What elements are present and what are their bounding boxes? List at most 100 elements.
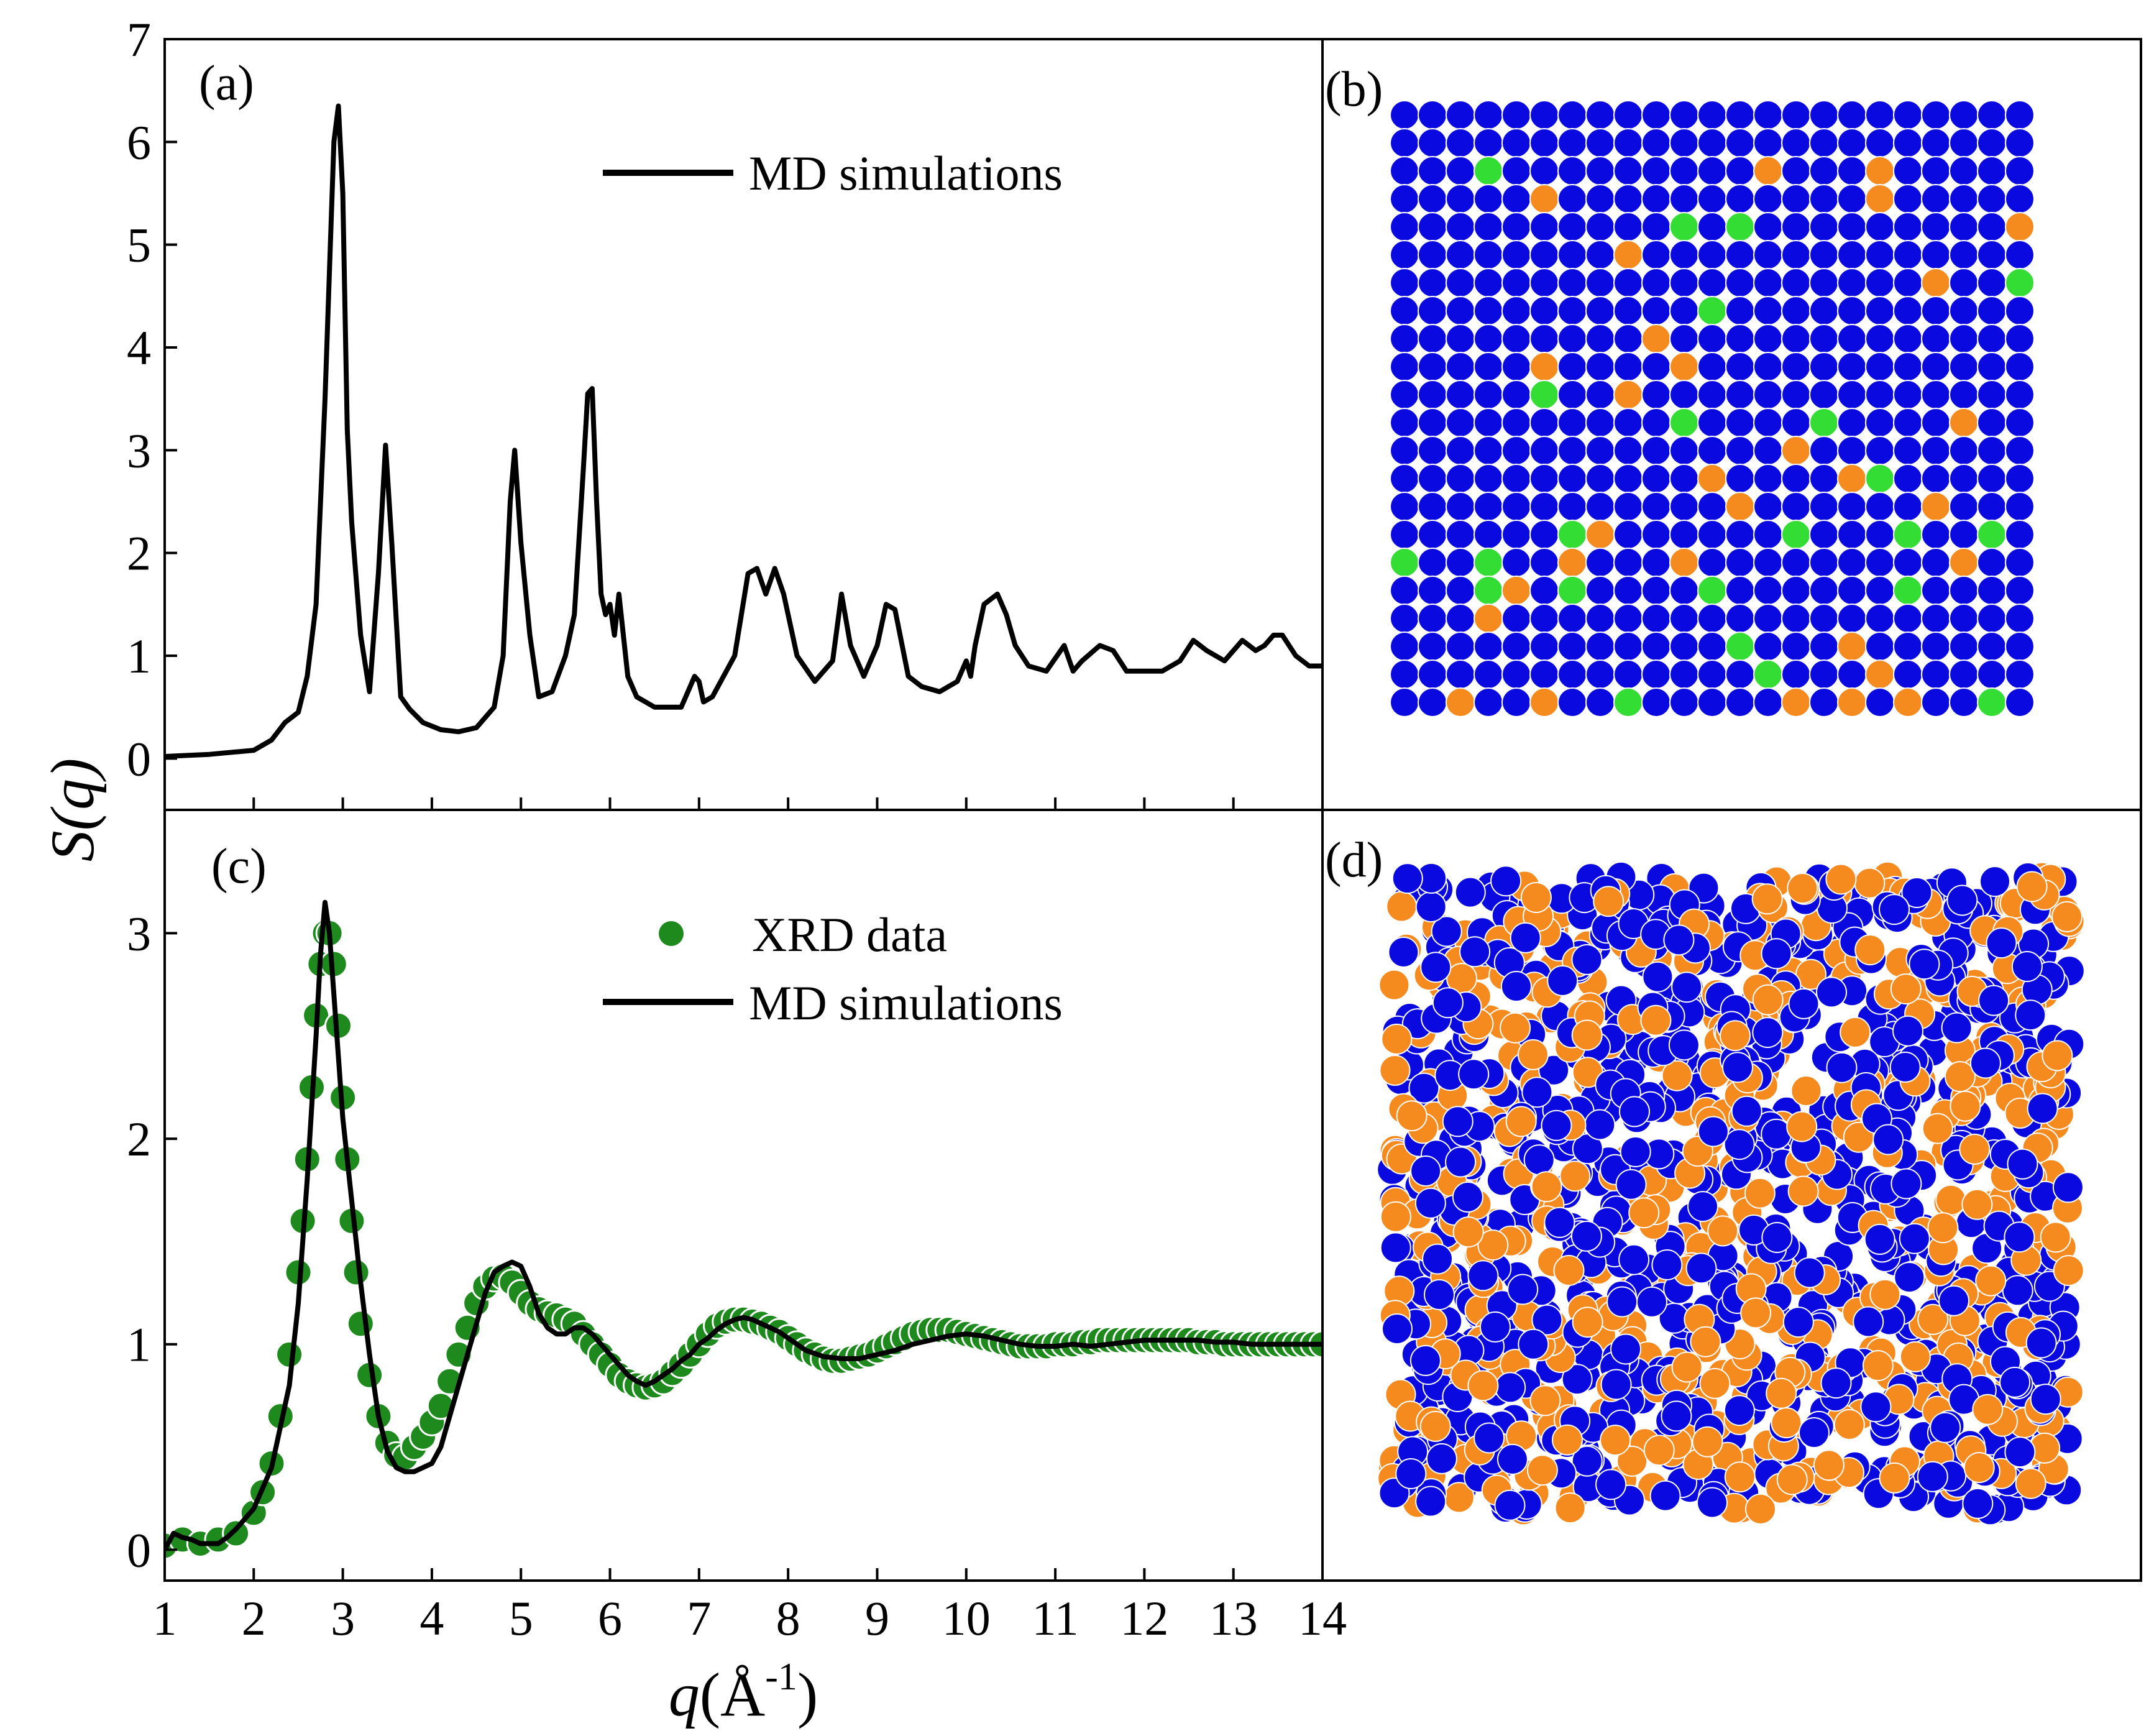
atom-b [1669,408,1699,438]
atom-d [1692,1426,1723,1458]
atom-d [1382,1313,1413,1344]
atom-d [1853,1306,1884,1338]
atom-b [1529,631,1559,661]
atom-d [1620,1136,1651,1167]
atom-b [1725,100,1755,130]
y-tick-label-c: 3 [127,906,151,960]
atom-b [1641,492,1671,521]
atom-d [1999,1366,2031,1398]
atom-b [1585,240,1615,270]
atom-b [1669,548,1699,577]
atom-d [1523,1144,1555,1176]
atom-b [1529,100,1559,130]
atom-b [1669,436,1699,466]
atom-b [1865,352,1895,382]
atom-b [1921,576,1951,605]
atom-b [1949,492,1979,521]
atom-b [1473,576,1503,605]
atom-b [1418,464,1447,494]
atom-d [1649,1480,1681,1512]
atom-d [1610,1333,1641,1365]
atom-d [1553,1255,1585,1286]
atom-d [1507,1274,1539,1305]
atom-b [1669,464,1699,494]
atom-b [1473,659,1503,689]
atom-d [1979,866,2010,898]
atom-b [1529,352,1559,382]
x-tick-label: 1 [153,1591,177,1645]
atom-b [1473,324,1503,354]
atom-b [1977,380,2007,410]
atom-b [1753,296,1783,326]
atom-d [1697,1116,1729,1147]
x-tick-label: 9 [865,1591,889,1645]
atom-b [1473,464,1503,494]
atom-d [1864,1223,1895,1255]
atom-b [1921,408,1951,438]
atom-d [1636,1286,1667,1318]
atom-b [1837,408,1867,438]
atom-b [1473,604,1503,633]
atom-b [1893,548,1923,577]
atom-d [1505,1106,1537,1137]
atom-d [1787,1175,1819,1207]
atom-b [1725,352,1755,382]
atom-b [1557,240,1587,270]
atom-b [1753,464,1783,494]
atom-b [1669,128,1699,158]
atom-d [1685,1252,1717,1284]
atom-b [1977,184,2007,214]
atom-b [1613,296,1643,326]
atom-d [1409,1344,1441,1376]
atom-d [1668,1029,1700,1061]
atom-b [1781,576,1811,605]
atom-b [1865,324,1895,354]
atom-d [1415,891,1447,922]
atom-d [1972,1394,2004,1425]
atom-b [1585,576,1615,605]
atom-d [1661,1400,1692,1432]
atom-b [1585,268,1615,298]
atom-b [1418,631,1447,661]
atom-d [1388,936,1419,968]
atom-b [1529,548,1559,577]
atom-d [1752,984,1784,1016]
atom-b [1865,492,1895,521]
atom-b [1753,548,1783,577]
atom-b [1753,268,1783,298]
x-tick-label: 7 [687,1591,711,1645]
atom-b [1697,212,1727,242]
atom-b [1837,604,1867,633]
atom-b [1641,520,1671,549]
atom-d [2053,1255,2084,1287]
atom-d [1890,1168,1922,1200]
atom-b [1390,631,1419,661]
x-tick-label: 6 [598,1591,622,1645]
x-axis-title: q(Å-1) [669,1656,818,1729]
atom-d [1386,891,1418,922]
atom-b [2005,268,2035,298]
atom-b [1949,520,1979,549]
atom-d [1473,1422,1505,1454]
atom-b [1473,184,1503,214]
snapshot-panel-d [1377,861,2085,1526]
atom-b [2005,492,2035,521]
atom-b [1977,268,2007,298]
atom-b [1557,687,1587,717]
atom-b [1725,520,1755,549]
atom-b [1641,576,1671,605]
atom-b [1390,520,1419,549]
atom-d [1454,876,1486,908]
atom-d [1459,936,1491,968]
x-tick-label: 3 [331,1591,355,1645]
atom-b [1641,324,1671,354]
md-simulation-curve-c [165,899,1322,1551]
atom-b [1781,380,1811,410]
atom-b [1613,464,1643,494]
atom-b [1585,436,1615,466]
atom-b [1446,520,1475,549]
atom-b [1585,687,1615,717]
atom-d [2007,1148,2038,1180]
atom-b [1613,604,1643,633]
atom-d [1690,1326,1721,1357]
